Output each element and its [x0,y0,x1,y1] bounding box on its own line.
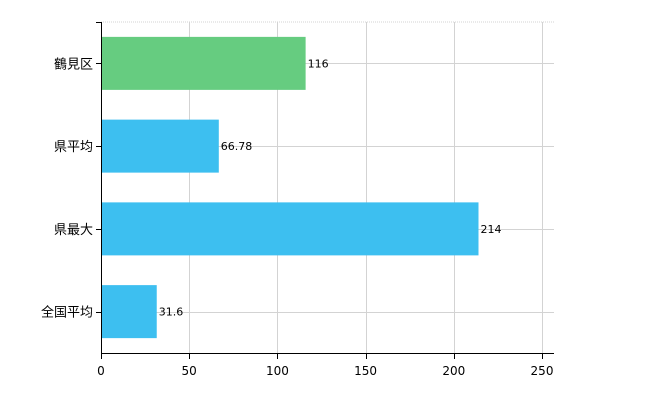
category-label-3: 全国平均 [41,305,93,321]
data-label-3: 31.6 [159,306,184,319]
category-label-1: 県平均 [54,140,93,155]
bars [101,36,479,339]
data-label-2: 214 [480,223,501,236]
bar-3 [101,285,157,339]
bar-0 [101,36,306,90]
category-label-0: 鶴見区 [54,56,93,72]
data-label-1: 66.78 [221,140,253,153]
x-tick-label-1: 50 [182,364,197,378]
data-label-0: 116 [308,57,329,70]
x-tick-label-4: 200 [442,364,465,378]
x-tick-label-2: 100 [266,364,289,378]
x-tick-label-5: 250 [531,364,554,378]
bar-2 [101,202,479,256]
bar-1 [101,119,219,173]
x-tick-label-0: 0 [97,364,105,378]
category-label-2: 県最大 [54,223,93,238]
axes [96,22,554,359]
x-tick-label-3: 150 [354,364,377,378]
